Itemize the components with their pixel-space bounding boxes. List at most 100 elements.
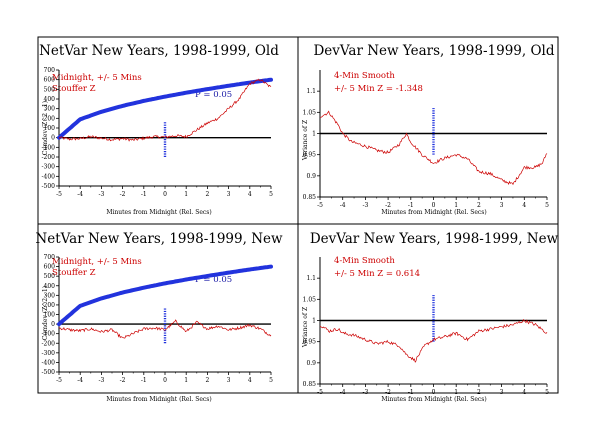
annotation-line-1: Midnight, +/- 5 Mins bbox=[52, 257, 142, 267]
annotation-line-2: +/- 5 Min Z = -1.348 bbox=[334, 84, 423, 94]
x-tick-label: -4 bbox=[77, 191, 83, 198]
y-tick-label: -400 bbox=[42, 173, 56, 180]
x-axis-label: Minutes from Midnight (Rel. Secs) bbox=[381, 209, 486, 216]
x-tick-label: -3 bbox=[362, 389, 368, 396]
y-tick-label: 0.9 bbox=[306, 360, 316, 367]
x-tick-label: -5 bbox=[317, 389, 323, 396]
annotation-line-1: 4-Min Smooth bbox=[334, 256, 395, 266]
y-tick-label: 700 bbox=[44, 67, 56, 74]
p-label: P = 0.05 bbox=[195, 275, 232, 285]
panel-netvar-new: NetVar New Years, 1998-1999, New Midnigh… bbox=[35, 231, 283, 403]
x-tick-label: 5 bbox=[545, 389, 549, 396]
y-tick-label: 700 bbox=[44, 254, 56, 261]
x-tick-label: -1 bbox=[141, 191, 147, 198]
x-tick-label: 1 bbox=[454, 202, 458, 209]
x-tick-label: 3 bbox=[227, 191, 231, 198]
x-tick-label: -1 bbox=[141, 377, 147, 384]
x-tick-label: 5 bbox=[269, 191, 273, 198]
x-tick-label: 4 bbox=[248, 377, 252, 384]
x-tick-label: -3 bbox=[362, 202, 368, 209]
annotation-line-2: Stouffer Z bbox=[52, 268, 96, 278]
data-series-line bbox=[58, 78, 272, 142]
y-axis-label: Variance of Z bbox=[302, 120, 309, 161]
p-envelope-line bbox=[57, 77, 273, 140]
x-tick-label: 4 bbox=[248, 191, 252, 198]
x-tick-label: 1 bbox=[184, 377, 188, 384]
annotation-line-1: 4-Min Smooth bbox=[334, 71, 395, 81]
x-axis-label: Minutes from Midnight (Rel. Secs) bbox=[106, 209, 211, 216]
y-tick-label: -400 bbox=[42, 359, 56, 366]
x-tick-label: -5 bbox=[56, 377, 62, 384]
x-tick-label: 3 bbox=[227, 377, 231, 384]
y-tick-label: 1.05 bbox=[303, 109, 317, 116]
x-tick-label: -2 bbox=[120, 377, 126, 384]
y-tick-label: 400 bbox=[44, 283, 56, 290]
x-tick-label: -5 bbox=[56, 191, 62, 198]
y-tick-label: 0 bbox=[51, 321, 55, 328]
y-tick-label: 300 bbox=[44, 106, 56, 113]
x-axis-label: Minutes from Midnight (Rel. Secs) bbox=[381, 396, 486, 403]
y-axis-label: Cumdev (Z^2 - 1) bbox=[42, 101, 49, 155]
annotation-line-2: Stouffer Z bbox=[52, 84, 96, 94]
x-tick-label: -3 bbox=[98, 377, 104, 384]
y-tick-label: 100 bbox=[44, 125, 56, 132]
panel-devvar-new: DevVar New Years, 1998-1999, New 4-Min S… bbox=[302, 231, 559, 403]
y-tick-label: 300 bbox=[44, 292, 56, 299]
p-label: P = 0.05 bbox=[195, 90, 232, 100]
x-tick-label: 2 bbox=[205, 377, 209, 384]
y-tick-label: 100 bbox=[44, 312, 56, 319]
y-tick-label: 0.95 bbox=[303, 152, 317, 159]
y-tick-label: 600 bbox=[44, 77, 56, 84]
y-tick-label: 500 bbox=[44, 273, 56, 280]
x-tick-label: -2 bbox=[385, 202, 391, 209]
y-tick-label: 1.1 bbox=[306, 88, 316, 95]
data-series-line bbox=[319, 110, 548, 186]
y-tick-label: 1 bbox=[312, 318, 316, 325]
y-tick-label: 200 bbox=[44, 302, 56, 309]
x-tick-label: 0 bbox=[432, 202, 436, 209]
x-tick-label: -4 bbox=[340, 202, 346, 209]
data-series-line bbox=[319, 318, 548, 363]
x-tick-label: -1 bbox=[408, 389, 414, 396]
y-tick-label: 400 bbox=[44, 96, 56, 103]
y-tick-label: -200 bbox=[42, 154, 56, 161]
y-tick-label: 0.85 bbox=[303, 194, 317, 201]
data-series-line bbox=[58, 319, 272, 339]
x-tick-label: 2 bbox=[477, 202, 481, 209]
y-tick-label: -500 bbox=[42, 183, 56, 190]
x-tick-label: 5 bbox=[269, 377, 273, 384]
x-tick-label: 0 bbox=[163, 191, 167, 198]
y-tick-label: 0.95 bbox=[303, 339, 317, 346]
x-axis-label: Minutes from Midnight (Rel. Secs) bbox=[106, 396, 211, 403]
y-tick-label: -200 bbox=[42, 340, 56, 347]
annotation-line-2: +/- 5 Min Z = 0.614 bbox=[334, 269, 420, 279]
panel-devvar-old: DevVar New Years, 1998-1999, Old 4-Min S… bbox=[302, 43, 555, 216]
x-tick-label: 2 bbox=[477, 389, 481, 396]
y-tick-label: 0 bbox=[51, 135, 55, 142]
y-tick-label: 600 bbox=[44, 264, 56, 271]
x-tick-label: -3 bbox=[98, 191, 104, 198]
chart-title: DevVar New Years, 1998-1999, Old bbox=[313, 43, 554, 59]
x-tick-label: 4 bbox=[522, 389, 526, 396]
x-tick-label: -2 bbox=[120, 191, 126, 198]
y-tick-label: -500 bbox=[42, 369, 56, 376]
x-tick-label: -4 bbox=[340, 389, 346, 396]
x-tick-label: 0 bbox=[432, 389, 436, 396]
y-tick-label: 1 bbox=[312, 131, 316, 138]
y-tick-label: 1.1 bbox=[306, 275, 316, 282]
y-tick-label: 1.05 bbox=[303, 296, 317, 303]
chart-title: NetVar New Years, 1998-1999, Old bbox=[39, 43, 279, 59]
y-tick-label: 500 bbox=[44, 86, 56, 93]
x-tick-label: 2 bbox=[205, 191, 209, 198]
y-axis-label: Cumdev (Z^2 - 1) bbox=[42, 286, 49, 340]
p-envelope-line bbox=[57, 264, 273, 327]
x-tick-label: 5 bbox=[545, 202, 549, 209]
y-tick-label: -300 bbox=[42, 350, 56, 357]
y-tick-label: -100 bbox=[42, 144, 56, 151]
annotation-line-1: Midnight, +/- 5 Mins bbox=[52, 73, 142, 83]
chart-title: DevVar New Years, 1998-1999, New bbox=[310, 231, 559, 247]
x-tick-label: -5 bbox=[317, 202, 323, 209]
x-tick-label: 1 bbox=[454, 389, 458, 396]
chart-title: NetVar New Years, 1998-1999, New bbox=[35, 231, 283, 247]
